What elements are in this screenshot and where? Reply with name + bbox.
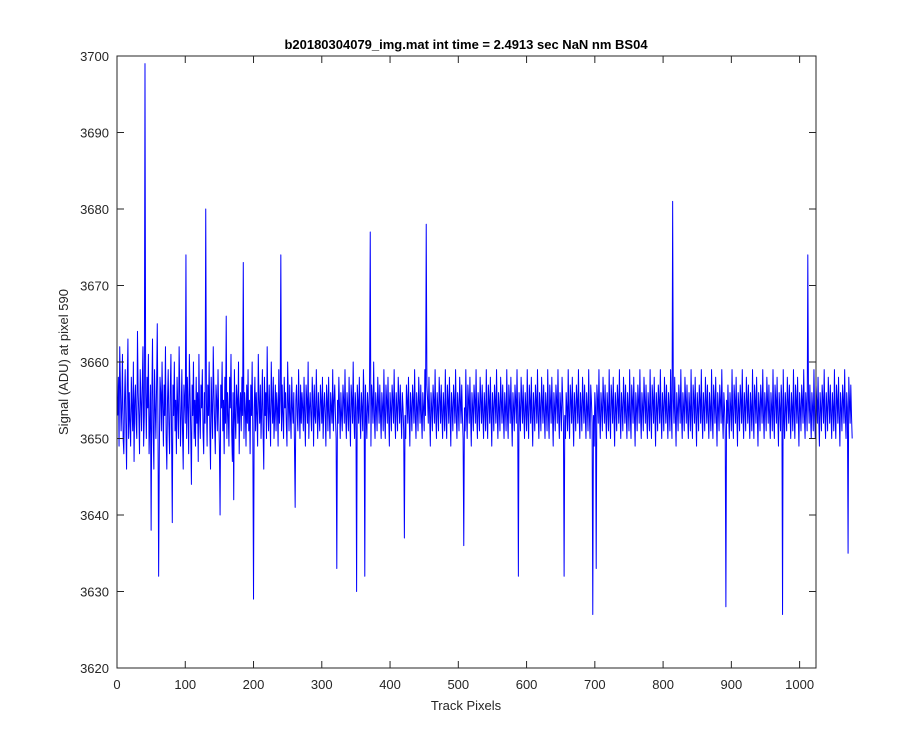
x-tick-label: 500	[447, 677, 469, 692]
x-tick-label: 800	[652, 677, 674, 692]
y-tick-label: 3660	[80, 355, 109, 370]
x-tick-label: 900	[721, 677, 743, 692]
chart-title: b20180304079_img.mat int time = 2.4913 s…	[284, 37, 648, 52]
x-tick-label: 100	[174, 677, 196, 692]
series-line-0	[117, 63, 853, 615]
y-tick-label: 3690	[80, 126, 109, 141]
x-tick-label: 300	[311, 677, 333, 692]
x-tick-label: 1000	[785, 677, 814, 692]
x-tick-label: 0	[113, 677, 120, 692]
x-tick-label: 200	[243, 677, 265, 692]
x-tick-label: 400	[379, 677, 401, 692]
y-axis-label: Signal (ADU) at pixel 590	[56, 289, 71, 435]
y-tick-label: 3650	[80, 432, 109, 447]
series-layer	[117, 63, 853, 615]
y-tick-label: 3640	[80, 508, 109, 523]
y-tick-label: 3700	[80, 49, 109, 64]
y-tick-label: 3630	[80, 585, 109, 600]
plot-area	[117, 56, 816, 668]
x-tick-label: 700	[584, 677, 606, 692]
axes-layer: 0 100 200 300 400 500 600 700 800 900 1000 3620 3630…	[80, 49, 817, 692]
x-tick-label: 600	[516, 677, 538, 692]
y-tick-label: 3670	[80, 279, 109, 294]
y-tick-label: 3680	[80, 202, 109, 217]
x-axis-label: Track Pixels	[431, 698, 502, 713]
y-tick-label: 3620	[80, 661, 109, 676]
